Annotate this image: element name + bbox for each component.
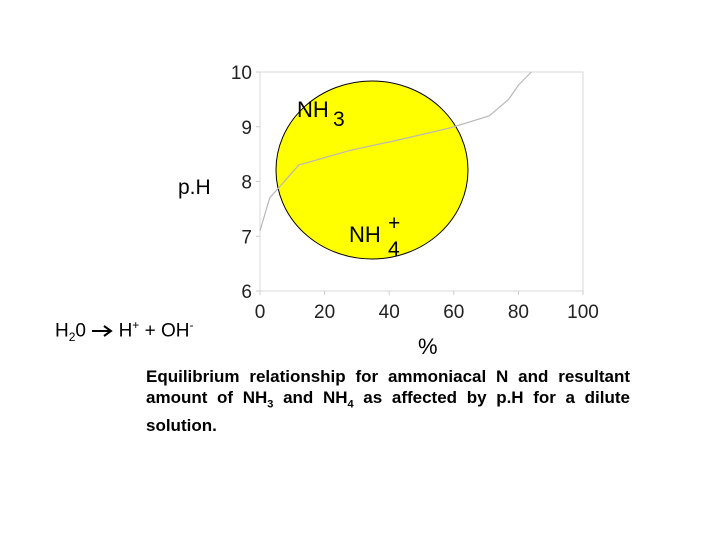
y-tick-label: 6 [241, 282, 252, 303]
equation-superscript: + [132, 318, 140, 332]
x-axis-label: % [418, 334, 438, 359]
caption-text: and NH [273, 388, 348, 407]
equation-text: + OH [144, 320, 190, 342]
nh4-label: NH [349, 222, 381, 247]
nh4-superscript: + [388, 212, 400, 235]
equation-subscript: 2 [68, 330, 76, 345]
x-tick-label: 80 [508, 302, 529, 323]
y-tick-label: 9 [241, 118, 252, 139]
y-tick-label: 10 [231, 63, 252, 84]
equation-superscript: - [189, 318, 194, 332]
nh3-subscript: 3 [333, 108, 345, 131]
y-tick-label: 7 [241, 227, 252, 248]
caption: Equilibrium relationship for ammoniacal … [146, 366, 630, 436]
arrow [92, 325, 114, 338]
y-tick-label: 8 [241, 173, 252, 194]
caption-subscript: 3 [267, 398, 274, 411]
equation: H20 H+ + OH- [55, 318, 193, 344]
x-tick-label: 40 [379, 302, 400, 323]
y-axis-label: p.H [178, 176, 211, 199]
caption-subscript: 4 [347, 398, 354, 411]
highlight-circle [275, 80, 469, 260]
x-tick-label: 100 [567, 302, 599, 323]
equation-text: H [118, 320, 133, 342]
nh4-subscript: 4 [388, 238, 400, 261]
x-tick-label: 20 [314, 302, 335, 323]
x-tick-label: 60 [443, 302, 464, 323]
data-line [259, 71, 532, 231]
equation-text: 0 [75, 320, 86, 342]
equation-text: H [55, 320, 69, 342]
caption-text: as affected by p.H for a dilute solution… [146, 388, 630, 436]
x-tick-label: 0 [255, 302, 266, 323]
caption-text: Equilibrium relationship for ammoniacal … [146, 367, 630, 407]
nh3-label: NH [297, 97, 329, 122]
